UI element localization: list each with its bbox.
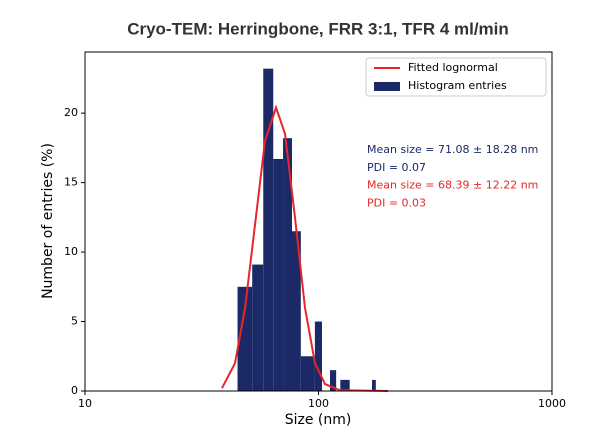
y-tick-label: 0 <box>71 384 78 397</box>
fit-line <box>221 104 389 392</box>
histogram-bar <box>340 379 350 391</box>
annotation: Mean size = 68.39 ± 12.22 nm <box>367 179 538 192</box>
annotation: PDI = 0.07 <box>367 161 426 174</box>
histogram-bar <box>252 264 264 391</box>
legend-label: Fitted lognormal <box>408 61 498 74</box>
histogram-bar <box>237 286 253 391</box>
legend-box <box>365 57 547 97</box>
histogram-bar <box>314 321 322 391</box>
histogram-bar <box>263 68 274 392</box>
x-tick-label: 10 <box>78 397 92 410</box>
x-axis-label: Size (nm) <box>285 412 352 428</box>
y-tick-label: 15 <box>64 176 78 189</box>
legend-label: Histogram entries <box>408 79 507 92</box>
histogram-bar <box>273 158 284 391</box>
y-axis-label: Number of entries (%) <box>40 143 56 299</box>
x-tick-label: 1000 <box>538 397 566 410</box>
annotation: PDI = 0.03 <box>367 196 426 209</box>
histogram-bar <box>291 231 301 391</box>
histogram-bar <box>283 138 292 391</box>
legend-swatch <box>374 82 400 91</box>
histogram-bar <box>300 356 315 391</box>
y-tick-label: 5 <box>71 315 78 328</box>
histogram-bar <box>329 370 337 391</box>
annotation: Mean size = 71.08 ± 18.28 nm <box>367 143 538 156</box>
x-tick-label: 100 <box>308 397 329 410</box>
y-tick-label: 20 <box>64 106 78 119</box>
y-tick-label: 10 <box>64 245 78 258</box>
histogram-bar <box>372 379 376 391</box>
chart-title: Cryo-TEM: Herringbone, FRR 3:1, TFR 4 ml… <box>127 19 509 38</box>
